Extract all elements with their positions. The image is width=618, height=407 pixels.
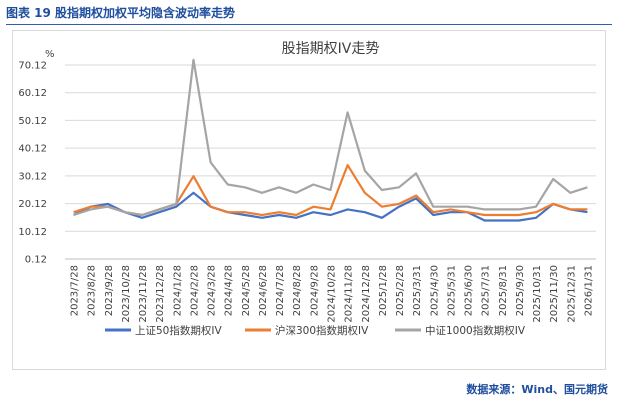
y-tick-label: 40.12: [18, 144, 47, 155]
x-tick-label: 2024/8/28: [292, 265, 303, 316]
x-tick-label: 2025/3/31: [412, 265, 423, 316]
x-tick-label: 2025/2/28: [395, 265, 406, 316]
x-tick-label: 2025/11/30: [549, 265, 560, 323]
chart-container: 股指期权IV走势% 0.12 10.12 20.12 30.12 40.12 50.12 60…: [12, 30, 606, 370]
x-tick-label: 2024/7/28: [275, 265, 286, 316]
x-tick-label: 2025/12/31: [566, 265, 577, 323]
legend-label: 沪深300指数期权IV: [275, 324, 369, 337]
x-tick-label: 2026/1/31: [583, 265, 594, 316]
x-tick-label: 2025/1/28: [378, 265, 389, 316]
y-tick-label: 0.12: [25, 255, 47, 266]
x-tick-label: 2024/12/28: [361, 265, 372, 323]
chart-title: 股指期权IV走势: [282, 41, 380, 57]
legend-label: 中证1000指数期权IV: [425, 324, 526, 337]
x-tick-label: 2023/11/28: [138, 265, 149, 323]
x-tick-label: 2025/6/30: [464, 265, 475, 316]
x-tick-label: 2025/5/31: [446, 265, 457, 316]
x-tick-label: 2025/4/30: [429, 265, 440, 316]
x-tick-label: 2024/11/28: [344, 265, 355, 323]
x-tick-label: 2023/8/28: [87, 265, 98, 316]
y-tick-label: 10.12: [18, 227, 47, 238]
x-tick-label: 2023/12/28: [155, 265, 166, 323]
series-line-3: [73, 58, 588, 217]
x-tick-label: 2024/3/28: [207, 265, 218, 316]
figure-title: 图表 19 股指期权加权平均隐含波动率走势: [6, 6, 236, 20]
y-unit-label: %: [45, 49, 55, 60]
x-tick-label: 2024/9/28: [309, 265, 320, 316]
y-tick-label: 20.12: [18, 199, 47, 210]
x-tick-label: 2024/1/28: [172, 265, 183, 316]
y-tick-label: 60.12: [18, 88, 47, 99]
legend-label: 上证50指数期权IV: [135, 324, 222, 337]
y-tick-label: 50.12: [18, 116, 47, 127]
x-tick-label: 2025/7/31: [481, 265, 492, 316]
y-tick-label: 70.12: [18, 61, 47, 72]
x-tick-label: 2024/2/28: [189, 265, 200, 316]
x-tick-label: 2023/10/28: [121, 265, 132, 323]
iv-line-chart: 股指期权IV走势% 0.12 10.12 20.12 30.12 40.12 50.12 60…: [18, 41, 596, 337]
x-tick-label: 2024/10/28: [327, 265, 338, 323]
x-tick-label: 2025/9/30: [515, 265, 526, 316]
x-tick-label: 2024/6/28: [258, 265, 269, 316]
x-tick-label: 2024/5/28: [241, 265, 252, 316]
series-line-1: [73, 191, 588, 222]
x-tick-label: 2023/9/28: [104, 265, 115, 316]
data-source: 数据来源：Wind、国元期货: [466, 383, 608, 396]
y-tick-label: 30.12: [18, 171, 47, 182]
x-tick-label: 2023/7/28: [70, 265, 81, 316]
x-tick-label: 2025/10/31: [532, 265, 543, 323]
x-tick-label: 2025/8/31: [498, 265, 509, 316]
x-tick-label: 2024/4/28: [224, 265, 235, 316]
title-rule: [6, 24, 612, 25]
